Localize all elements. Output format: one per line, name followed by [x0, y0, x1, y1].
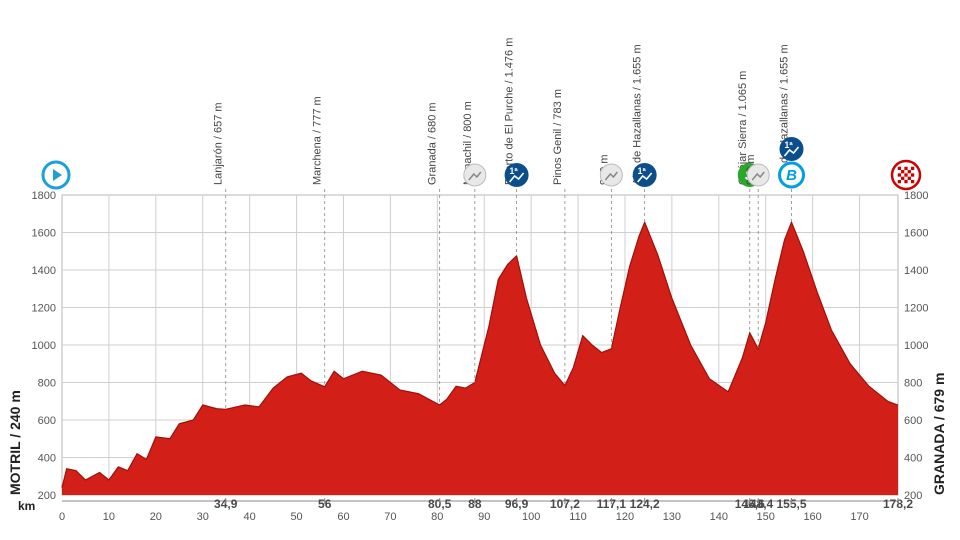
- y-axis-label-left: 400: [38, 453, 56, 465]
- svg-text:B: B: [786, 167, 797, 184]
- x-axis-label: 110: [569, 511, 587, 523]
- cp-icon: [600, 164, 622, 186]
- start-icon: [43, 162, 69, 188]
- y-axis-label-left: 1200: [32, 303, 56, 315]
- x-axis-label: 140: [710, 511, 728, 523]
- x-axis-label: 20: [150, 511, 162, 523]
- km-label: km: [18, 499, 35, 513]
- y-axis-label-left: 1600: [32, 228, 56, 240]
- finish-icon: [892, 161, 920, 189]
- y-axis-label-left: 200: [38, 490, 56, 502]
- x-axis-label: 130: [663, 511, 681, 523]
- y-axis-label-left: 800: [38, 378, 56, 390]
- bonus-icon: B: [780, 163, 804, 187]
- svg-text:1ª: 1ª: [784, 140, 793, 150]
- y-axis-label-right: 600: [904, 415, 922, 427]
- y-axis-label-right: 1400: [904, 265, 928, 277]
- y-axis-label-left: 1000: [32, 340, 56, 352]
- cp-icon: [464, 164, 486, 186]
- marker-label: Pinos Genil / 783 m: [552, 89, 564, 185]
- x-axis-label: 40: [244, 511, 256, 523]
- x-axis-label: 160: [803, 511, 821, 523]
- y-axis-label-right: 1800: [904, 190, 928, 202]
- y-axis-label-left: 1800: [32, 190, 56, 202]
- y-axis-label-right: 1600: [904, 228, 928, 240]
- marker-label: Puerto de El Purche / 1.476 m: [504, 38, 516, 185]
- x-axis-label: 100: [522, 511, 540, 523]
- x-axis-label: 70: [384, 511, 396, 523]
- x-axis-label: 90: [478, 511, 490, 523]
- cat1-icon: 1ª: [505, 163, 529, 187]
- marker-label: Lanjarón / 657 m: [213, 102, 225, 185]
- cat1-icon: 1ª: [780, 137, 804, 161]
- elevation-profile-chart: 2002004004006006008008001000100012001200…: [0, 0, 960, 540]
- y-axis-label-right: 1000: [904, 340, 928, 352]
- y-axis-label-right: 400: [904, 453, 922, 465]
- svg-text:1ª: 1ª: [509, 166, 518, 176]
- x-axis-label: 170: [850, 511, 868, 523]
- end-city-label: GRANADA / 679 m: [931, 373, 947, 495]
- cp-icon: [747, 164, 769, 186]
- x-axis-label: 60: [337, 511, 349, 523]
- x-axis-label: 120: [616, 511, 634, 523]
- x-axis-label: 0: [59, 511, 65, 523]
- y-axis-label-left: 1400: [32, 265, 56, 277]
- y-axis-label-left: 600: [38, 415, 56, 427]
- x-axis-label: 10: [103, 511, 115, 523]
- y-axis-label-right: 1200: [904, 303, 928, 315]
- y-axis-label-right: 800: [904, 378, 922, 390]
- cat1-icon: 1ª: [633, 163, 657, 187]
- x-axis-label: 80: [431, 511, 443, 523]
- svg-text:1ª: 1ª: [637, 166, 646, 176]
- x-axis-label: 150: [757, 511, 775, 523]
- start-city-label: MOTRIL / 240 m: [7, 390, 23, 495]
- marker-label: Marchena / 777 m: [312, 96, 324, 185]
- x-axis-label: 30: [197, 511, 209, 523]
- elevation-fill: [62, 222, 898, 495]
- x-axis-label: 50: [290, 511, 302, 523]
- marker-label: Granada / 680 m: [427, 102, 439, 185]
